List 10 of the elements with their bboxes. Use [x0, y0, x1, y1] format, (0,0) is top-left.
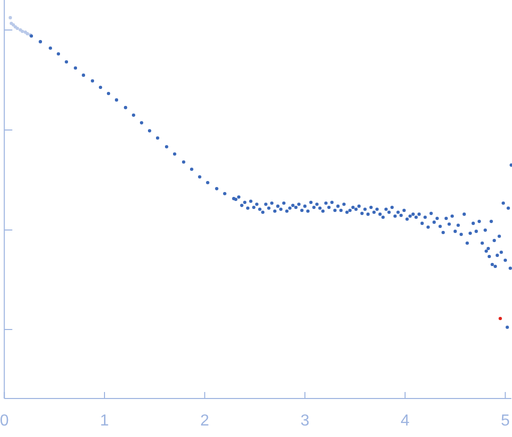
point	[26, 32, 29, 36]
x-tick-label: 5	[500, 412, 510, 430]
point	[498, 316, 502, 320]
point	[8, 16, 12, 20]
x-tick-label: 1	[100, 412, 110, 430]
point	[16, 26, 19, 30]
x-tick-label: 2	[200, 412, 210, 430]
x-tick-label: 0	[0, 412, 9, 430]
x-tick-label: 4	[400, 412, 410, 430]
x-tick-label: 3	[300, 412, 310, 430]
